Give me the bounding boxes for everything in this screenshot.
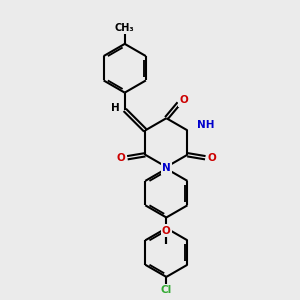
Text: O: O xyxy=(180,95,189,105)
Text: N: N xyxy=(162,164,171,173)
Text: CH₃: CH₃ xyxy=(115,22,134,32)
Text: NH: NH xyxy=(197,120,214,130)
Text: O: O xyxy=(116,153,125,163)
Text: O: O xyxy=(208,153,216,163)
Text: Cl: Cl xyxy=(161,285,172,295)
Text: O: O xyxy=(162,226,171,236)
Text: H: H xyxy=(111,103,120,113)
